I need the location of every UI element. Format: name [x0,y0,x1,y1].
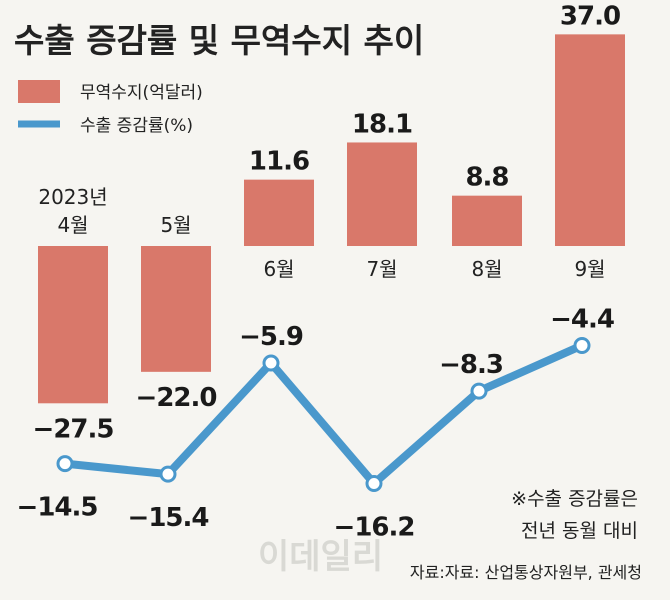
month-label: 6월 [263,257,294,281]
month-labels: 2023년 4월 5월 6월 7월 8월 9월 [38,185,605,281]
line-point [56,455,74,473]
month-label: 9월 [574,257,605,281]
line-point [573,336,591,354]
legend-line-label: 수출 증감률(%) [80,116,193,136]
month-label: 5월 [160,213,191,237]
line-value-label: −15.4 [128,503,209,533]
bar [452,195,522,246]
bar [347,142,417,246]
line-value-label: −14.5 [17,493,98,523]
bar-value-label: −27.5 [33,414,114,444]
export-growth-line: −14.5 −15.4 −5.9 −16.2 −8.3 −4.4 [17,304,615,543]
trade-balance-bars: −27.5 −22.0 11.6 18.1 8.8 37.0 [33,1,625,444]
bar-value-label: −22.0 [136,383,217,413]
bar-value-label: 11.6 [249,147,309,177]
line-point [159,465,177,483]
chart-title: 수출 증감률 및 무역수지 추이 [14,21,424,60]
source-text: 자료:자료: 산업통상자원부, 관세청 [410,563,642,582]
bar-value-label: 8.8 [465,163,508,193]
line-value-label: −4.4 [550,304,614,334]
line-point [470,382,488,400]
month-label: 8월 [471,257,502,281]
series-line [64,341,584,488]
legend-bar-label: 무역수지(억달러) [80,83,203,103]
line-value-label: −16.2 [334,513,415,543]
month-label: 7월 [366,257,397,281]
legend-bar-swatch [18,80,60,103]
watermark: 이데일리 [258,537,383,577]
note-line-1: ※수출 증감률은 [511,488,638,510]
line-value-label: −5.9 [239,322,303,352]
bar [141,246,211,372]
bar [244,179,314,246]
bar-value-label: 37.0 [560,1,620,31]
bar-value-label: 18.1 [352,109,412,139]
month-label: 2023년 [38,185,107,209]
month-label: 4월 [57,213,88,237]
note-line-2: 전년 동월 대비 [521,520,638,542]
line-point [365,475,383,493]
bar [38,246,108,404]
line-point [262,354,280,372]
bar [555,34,625,246]
line-value-label: −8.3 [439,350,503,380]
